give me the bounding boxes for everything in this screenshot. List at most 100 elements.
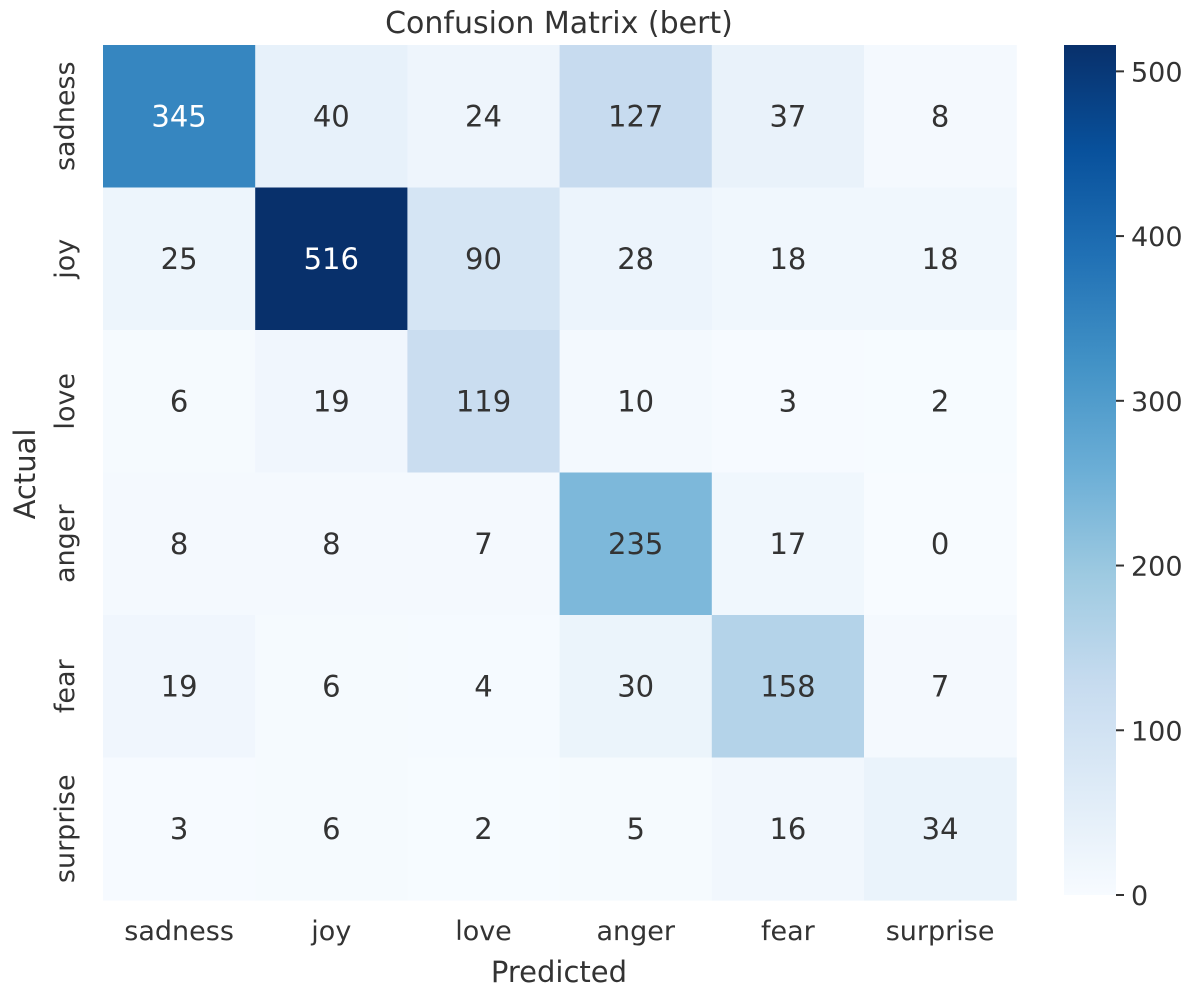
heatmap-cell xyxy=(255,757,408,901)
heatmap-cell xyxy=(103,330,256,474)
cell-value-label: 7 xyxy=(474,527,492,561)
heatmap-cell xyxy=(255,45,408,189)
heatmap-cell xyxy=(103,187,256,331)
heatmap-cell xyxy=(407,330,561,474)
heatmap-cell xyxy=(103,757,256,901)
heatmap-cell xyxy=(864,757,1017,901)
cell-value-label: 34 xyxy=(922,812,959,846)
heatmap-cell xyxy=(407,615,561,759)
cell-value-label: 158 xyxy=(760,669,815,703)
cell-value-label: 25 xyxy=(161,242,198,276)
heatmap-cell xyxy=(559,330,713,474)
y-tick-labels: sadness joy love anger fear surprise xyxy=(50,61,81,883)
cell-value-label: 2 xyxy=(931,384,949,418)
y-tick-label: sadness xyxy=(50,61,81,171)
cell-value-label: 28 xyxy=(617,242,654,276)
cell-value-label: 10 xyxy=(617,384,654,418)
heatmap-cell xyxy=(407,187,561,331)
cell-value-label: 30 xyxy=(617,669,654,703)
cell-value-label: 0 xyxy=(931,527,949,561)
cell-value-label: 6 xyxy=(322,669,340,703)
x-tick-labels: sadness joy love anger fear surprise xyxy=(124,916,994,947)
x-tick-label: fear xyxy=(761,916,816,947)
y-tick-label: anger xyxy=(50,504,81,583)
heatmap-cell xyxy=(103,45,256,189)
cell-value-label: 5 xyxy=(626,812,644,846)
heatmap-cell xyxy=(711,45,865,189)
heatmap-cell xyxy=(559,187,713,331)
cell-value-label: 235 xyxy=(608,527,663,561)
cell-value-label: 8 xyxy=(322,527,340,561)
cell-value-label: 18 xyxy=(922,242,959,276)
cell-value-label: 17 xyxy=(769,527,806,561)
heatmap-cell xyxy=(711,330,865,474)
cell-value-label: 37 xyxy=(769,99,806,133)
colorbar xyxy=(1064,45,1116,895)
heatmap-cell xyxy=(559,757,713,901)
heatmap-cell xyxy=(711,187,865,331)
colorbar-tick-label: 500 xyxy=(1131,57,1183,88)
heatmap-cell xyxy=(255,615,408,759)
cell-value-label: 8 xyxy=(931,99,949,133)
y-axis-title: Actual xyxy=(8,429,42,520)
y-tick-label: surprise xyxy=(50,774,81,883)
heatmap-cell xyxy=(255,472,408,616)
cell-value-label: 6 xyxy=(170,384,188,418)
heatmap-cell xyxy=(407,472,561,616)
colorbar-tick-label: 400 xyxy=(1131,222,1183,253)
cell-value-label: 24 xyxy=(465,99,502,133)
cell-value-labels: 345 40 24 127 37 825 516 90 28 18 186 19 119 10 3 28 8 7 2… xyxy=(151,99,958,846)
heatmap-cell xyxy=(864,330,1017,474)
cell-value-label: 19 xyxy=(161,669,198,703)
y-tick-label: joy xyxy=(50,239,81,280)
colorbar-ticks: 0 100 200 300 400 500 xyxy=(1116,57,1183,912)
cell-value-label: 40 xyxy=(313,99,350,133)
cell-value-label: 16 xyxy=(769,812,806,846)
colorbar-tick-label: 0 xyxy=(1131,881,1148,912)
heatmap-cell xyxy=(255,187,408,331)
cell-value-label: 127 xyxy=(608,99,663,133)
heatmap-cell xyxy=(864,187,1017,331)
heatmap-cell xyxy=(559,472,713,616)
cell-value-label: 90 xyxy=(465,242,502,276)
heatmap-cell xyxy=(407,45,561,189)
cell-value-label: 119 xyxy=(456,384,511,418)
y-tick-label: fear xyxy=(50,658,81,713)
x-tick-label: anger xyxy=(596,916,675,947)
heatmap-cell xyxy=(407,757,561,901)
cell-value-label: 6 xyxy=(322,812,340,846)
heatmap-cell xyxy=(711,757,865,901)
y-tick-label: love xyxy=(50,373,81,430)
colorbar-tick-label: 200 xyxy=(1131,552,1183,583)
cell-value-label: 18 xyxy=(769,242,806,276)
heatmap-cell xyxy=(864,45,1017,189)
chart-title: Confusion Matrix (bert) xyxy=(385,6,733,41)
cell-value-label: 2 xyxy=(474,812,492,846)
cell-value-label: 3 xyxy=(779,384,797,418)
cell-value-label: 4 xyxy=(474,669,492,703)
heatmap-cell xyxy=(103,615,256,759)
heatmap-cell xyxy=(103,472,256,616)
x-tick-label: sadness xyxy=(124,916,234,947)
cell-value-label: 3 xyxy=(170,812,188,846)
x-axis-title: Predicted xyxy=(491,955,627,989)
heatmap-cells xyxy=(103,45,1017,901)
cell-value-label: 8 xyxy=(170,527,188,561)
x-tick-label: surprise xyxy=(886,916,995,947)
colorbar-tick-label: 100 xyxy=(1131,716,1183,747)
heatmap-cell xyxy=(864,472,1017,616)
heatmap-cell xyxy=(255,330,408,474)
cell-value-label: 516 xyxy=(304,242,359,276)
heatmap-cell xyxy=(711,472,865,616)
heatmap-cell xyxy=(864,615,1017,759)
heatmap-cell xyxy=(559,45,713,189)
cell-value-label: 345 xyxy=(151,99,206,133)
colorbar-tick-label: 300 xyxy=(1131,387,1183,418)
x-tick-label: joy xyxy=(310,916,351,947)
heatmap-cell xyxy=(559,615,713,759)
heatmap-cell xyxy=(711,615,865,759)
cell-value-label: 19 xyxy=(313,384,350,418)
cell-value-label: 7 xyxy=(931,669,949,703)
